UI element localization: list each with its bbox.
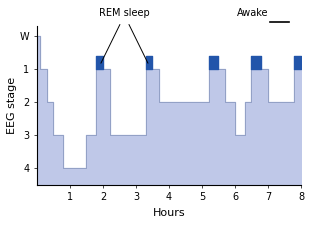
X-axis label: Hours: Hours bbox=[153, 208, 185, 218]
Text: Awake: Awake bbox=[237, 8, 268, 18]
Y-axis label: EEG stage: EEG stage bbox=[7, 77, 17, 134]
Text: REM sleep: REM sleep bbox=[99, 8, 150, 18]
